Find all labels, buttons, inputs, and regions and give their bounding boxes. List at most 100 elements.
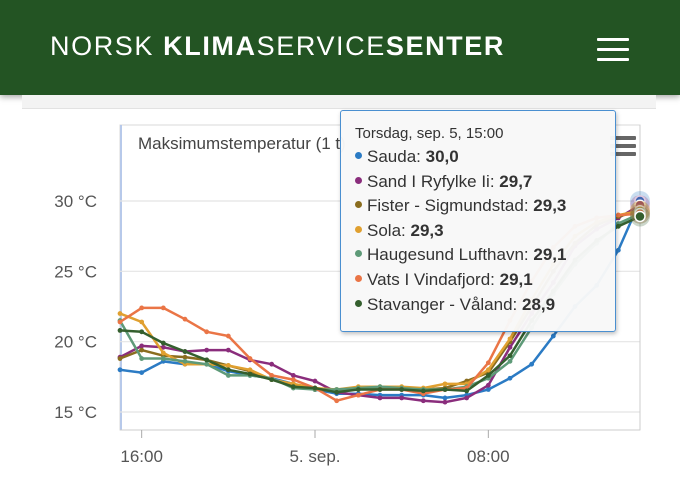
data-point <box>160 340 166 346</box>
data-point <box>139 347 145 353</box>
data-point <box>485 387 491 392</box>
data-point <box>269 361 275 367</box>
data-point <box>290 384 296 390</box>
data-point <box>247 356 253 361</box>
series-marker-icon <box>355 152 362 160</box>
tooltip-series-name: Vats I Vindafjord: <box>367 270 500 289</box>
tooltip-row: Sand I Ryfylke Ii: 29,7 <box>355 172 532 192</box>
tooltip-row: Fister - Sigmundstad: 29,3 <box>355 196 566 216</box>
data-point <box>117 367 123 373</box>
data-point <box>160 356 166 361</box>
data-point <box>442 381 448 387</box>
tooltip-series-name: Haugesund Lufthavn: <box>367 245 534 265</box>
data-point <box>529 361 535 367</box>
data-point <box>290 373 296 378</box>
data-point <box>442 399 448 405</box>
y-tick-label: 15 °C <box>54 403 97 422</box>
data-point <box>139 329 145 335</box>
data-point <box>160 350 166 356</box>
x-tick-label: 16:00 <box>120 447 163 466</box>
data-point <box>312 385 318 391</box>
data-point <box>334 398 340 404</box>
series-marker-icon <box>355 299 362 307</box>
chart-title: Maksimumstemperatur (1 t) <box>138 134 346 153</box>
data-point <box>204 329 210 335</box>
data-point <box>139 343 145 349</box>
tooltip-series-value: 29,1 <box>533 245 567 265</box>
data-point <box>464 395 470 401</box>
x-tick-label: 5. sep. <box>289 447 340 466</box>
data-point <box>399 395 405 401</box>
chart-tooltip: Torsdag, sep. 5, 15:00 Sauda: 30,0 Sand I… <box>340 110 616 332</box>
data-point <box>420 388 426 394</box>
data-point <box>507 375 513 381</box>
tooltip-series-value: 29,7 <box>499 171 533 191</box>
hover-point <box>634 210 646 223</box>
data-point <box>182 354 188 360</box>
chart-context-menu-icon[interactable] <box>610 136 636 156</box>
data-point <box>139 319 145 325</box>
data-point <box>615 212 621 218</box>
series-marker-icon <box>355 250 362 258</box>
data-point <box>182 349 188 354</box>
brand-part-klima: KLIMA <box>163 31 257 61</box>
data-point <box>225 363 231 368</box>
data-point <box>139 370 145 376</box>
tooltip-row: Sauda: 30,0 <box>355 147 459 167</box>
tooltip-row: Sola: 29,3 <box>355 221 444 241</box>
y-tick-label: 30 °C <box>54 192 97 211</box>
data-point <box>442 387 448 392</box>
tooltip-series-name: Sauda: <box>367 147 426 166</box>
data-point <box>615 247 621 253</box>
x-tick-label: 08:00 <box>467 447 510 466</box>
data-point <box>485 367 491 373</box>
y-tick-label: 25 °C <box>54 262 97 281</box>
tooltip-series-name: Fister - Sigmundstad: <box>367 196 534 216</box>
site-logo[interactable]: NORSK KLIMASERVICESENTER <box>50 31 505 62</box>
data-point <box>464 388 470 394</box>
data-point <box>225 333 231 339</box>
data-point <box>355 387 361 392</box>
data-point <box>269 377 275 383</box>
tooltip-row: Haugesund Lufthavn: 29,1 <box>355 245 566 265</box>
data-point <box>139 305 145 311</box>
tooltip-series-name: Stavanger - Våland: <box>367 294 522 314</box>
hamburger-menu-icon[interactable] <box>597 38 629 62</box>
data-point <box>334 389 340 395</box>
data-point <box>117 311 123 316</box>
tooltip-row: Stavanger - Våland: 28,9 <box>355 295 555 315</box>
series-marker-icon <box>355 225 362 233</box>
data-point <box>247 371 253 377</box>
data-point <box>485 360 491 366</box>
data-point <box>269 373 275 378</box>
data-point <box>507 358 513 364</box>
y-tick-label: 20 °C <box>54 333 97 352</box>
data-point <box>312 378 318 384</box>
tooltip-series-value: 29,1 <box>499 270 533 289</box>
series-marker-icon <box>355 275 362 283</box>
brand-part-senter: SENTER <box>385 31 505 61</box>
data-point <box>225 347 231 353</box>
data-point <box>485 382 491 388</box>
tooltip-series-name: Sola: <box>367 220 411 240</box>
data-point <box>355 392 361 398</box>
tooltip-series-value: 28,9 <box>521 294 556 314</box>
tooltip-row: Vats I Vindafjord: 29,1 <box>355 270 533 290</box>
brand-part-norsk: NORSK <box>50 31 164 61</box>
data-point <box>117 319 123 325</box>
data-point <box>377 395 383 401</box>
data-point <box>507 344 513 350</box>
data-point <box>247 367 253 373</box>
series-marker-icon <box>355 176 362 184</box>
data-point <box>182 358 188 364</box>
data-point <box>399 387 405 392</box>
brand-part-service: SERVICE <box>256 31 386 61</box>
data-point <box>290 377 296 383</box>
data-point <box>225 373 231 378</box>
data-point <box>204 361 210 367</box>
tooltip-series-value: 29,3 <box>410 220 444 240</box>
app-header: NORSK KLIMASERVICESENTER <box>0 0 680 95</box>
data-point <box>485 373 491 378</box>
data-point <box>160 305 166 311</box>
tooltip-series-value: 30,0 <box>425 147 459 166</box>
